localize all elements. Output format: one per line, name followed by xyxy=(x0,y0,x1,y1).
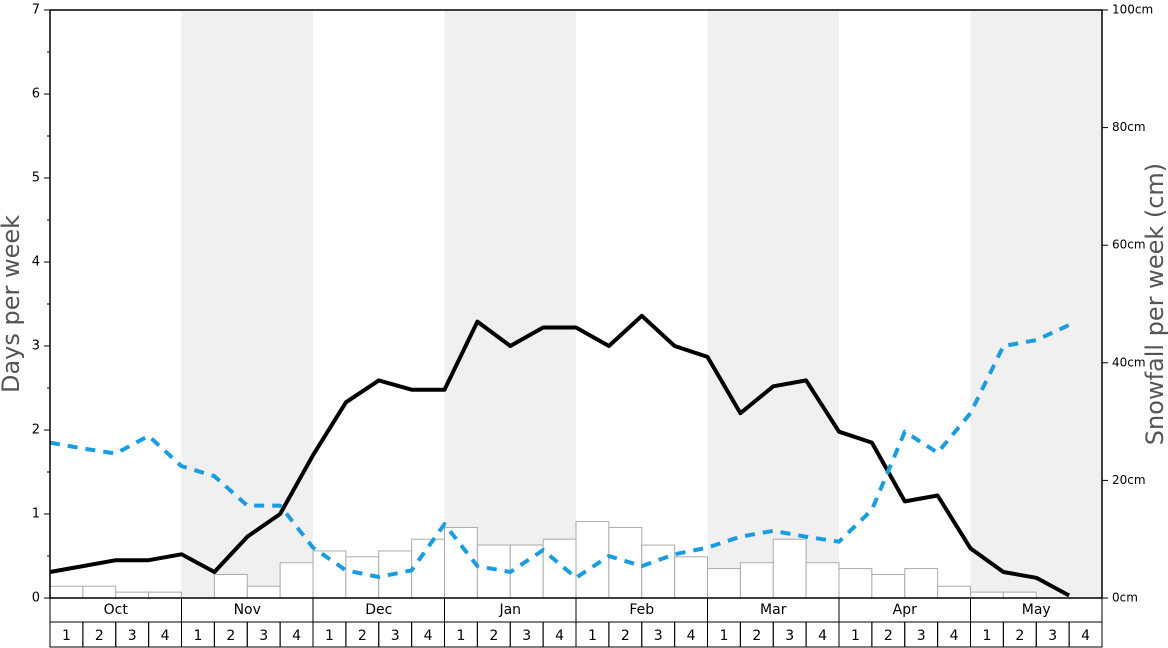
x-tick-label: 3 xyxy=(1048,628,1057,644)
y2-tick-label: 20cm xyxy=(1112,473,1146,487)
bar xyxy=(49,585,84,599)
bar xyxy=(279,562,314,599)
x-tick-label: 2 xyxy=(226,628,235,644)
x-tick-label: 4 xyxy=(555,628,564,644)
y-tick-label: 7 xyxy=(32,3,40,18)
y-tick-label: 3 xyxy=(32,339,40,354)
month-shade xyxy=(181,10,313,598)
bar xyxy=(772,538,807,599)
x-tick-label: 4 xyxy=(1081,628,1090,644)
background xyxy=(181,10,1102,598)
x-tick-label: 1 xyxy=(456,628,465,644)
y-tick-label: 5 xyxy=(32,171,40,186)
month-label: Apr xyxy=(893,602,917,618)
bar xyxy=(148,591,182,599)
x-tick-label: 1 xyxy=(325,628,334,644)
bar xyxy=(1002,591,1037,599)
y-tick-label: 0 xyxy=(32,591,40,606)
x-tick-label: 2 xyxy=(358,628,367,644)
x-tick-label: 2 xyxy=(1015,628,1024,644)
x-tick-label: 3 xyxy=(917,628,926,644)
x-tick-label: 4 xyxy=(687,628,696,644)
marks xyxy=(49,313,1071,599)
x-tick-label: 1 xyxy=(851,628,860,644)
x-tick-label: 3 xyxy=(785,628,794,644)
bar xyxy=(674,556,708,599)
week-cell xyxy=(1068,621,1103,648)
y2-axis-label: Snowfall per week (cm) xyxy=(1141,163,1168,445)
bar xyxy=(575,521,610,599)
bar xyxy=(970,591,1004,599)
month-shade xyxy=(707,10,839,598)
y2-tick-label: 40cm xyxy=(1112,355,1146,369)
bar xyxy=(411,538,445,599)
x-tick-label: 4 xyxy=(424,628,433,644)
month-label: Nov xyxy=(234,602,261,618)
y-tick-label: 1 xyxy=(32,507,40,522)
bar xyxy=(904,568,939,599)
x-tick-label: 3 xyxy=(128,628,137,644)
x-tick-label: 1 xyxy=(588,628,597,644)
x-tick-label: 4 xyxy=(161,628,170,644)
bar xyxy=(115,591,150,599)
month-label: Oct xyxy=(104,602,129,618)
x-tick-label: 3 xyxy=(391,628,400,644)
bar xyxy=(871,573,906,599)
x-tick-label: 4 xyxy=(818,628,827,644)
y-tick-label: 6 xyxy=(32,87,40,102)
y-tick-label: 4 xyxy=(32,255,40,270)
month-shade xyxy=(970,10,1102,598)
y2-tick-label: 80cm xyxy=(1112,120,1146,134)
bar xyxy=(82,585,117,599)
x-tick-label: 2 xyxy=(95,628,104,644)
month-label: May xyxy=(1022,602,1051,618)
month-label: Jan xyxy=(498,602,521,618)
x-tick-label: 2 xyxy=(884,628,893,644)
y2-tick-label: 100cm xyxy=(1112,3,1153,17)
x-tick-label: 2 xyxy=(752,628,761,644)
x-tick-label: 4 xyxy=(950,628,959,644)
bar xyxy=(707,568,741,599)
line-series xyxy=(49,313,1071,598)
y-axis-label: Days per week xyxy=(0,215,25,393)
bar xyxy=(641,544,676,599)
bar xyxy=(805,562,840,599)
x-tick-label: 1 xyxy=(719,628,728,644)
bar xyxy=(213,573,248,599)
month-label: Feb xyxy=(629,602,654,618)
x-tick-label: 3 xyxy=(654,628,663,644)
x-tick-label: 3 xyxy=(259,628,268,644)
bar xyxy=(739,562,774,599)
y-tick-label: 2 xyxy=(32,423,40,438)
x-tick-label: 1 xyxy=(193,628,202,644)
y2-tick-label: 60cm xyxy=(1112,238,1146,252)
month-shade xyxy=(444,10,576,598)
x-tick-label: 2 xyxy=(489,628,498,644)
y2-tick-label: 0cm xyxy=(1112,591,1138,605)
month-label: Dec xyxy=(365,602,392,618)
bar xyxy=(937,585,971,599)
x-tick-label: 3 xyxy=(522,628,531,644)
bar xyxy=(838,568,873,599)
x-tick-label: 4 xyxy=(292,628,301,644)
x-tick-label: 2 xyxy=(621,628,630,644)
x-tick-label: 1 xyxy=(982,628,991,644)
month-label: Mar xyxy=(760,602,787,618)
x-tick-label: 1 xyxy=(62,628,71,644)
bar xyxy=(246,585,281,599)
bar xyxy=(542,538,577,599)
